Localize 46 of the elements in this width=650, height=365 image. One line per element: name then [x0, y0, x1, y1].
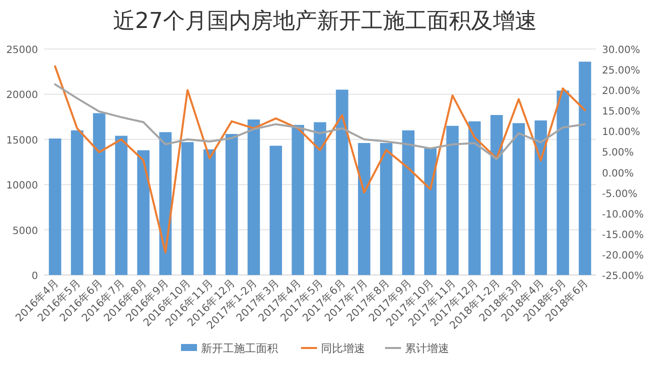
y2-tick-label: 15.00% — [602, 106, 640, 118]
y2-tick-label: 20.00% — [602, 86, 640, 98]
y2-tick-label: 0.00% — [602, 168, 634, 180]
bar — [70, 130, 84, 275]
bar — [93, 113, 106, 275]
legend-label: 同比增速 — [321, 342, 365, 355]
bar — [468, 121, 481, 275]
y-tick-label: 0 — [32, 271, 38, 282]
bar — [137, 150, 150, 275]
y2-tick-label: 25.00% — [602, 66, 640, 77]
bar — [402, 130, 415, 275]
chart-title: 近27个月国内房地产新开工施工面积及增速 — [113, 9, 537, 34]
y2-tick-label: 10.00% — [602, 127, 640, 138]
bar — [226, 134, 238, 275]
bar — [270, 146, 282, 275]
y-tick-label: 20000 — [6, 90, 38, 102]
y-tick-label: 10000 — [6, 180, 38, 192]
y2-tick-label: -5.00% — [602, 188, 638, 200]
bar — [248, 120, 260, 275]
bar — [446, 126, 459, 275]
y2-tick-label: 30.00% — [602, 45, 640, 56]
y2-tick-label: -25.00% — [602, 271, 644, 282]
legend-label: 新开工施工面积 — [201, 342, 278, 355]
bar — [358, 143, 370, 275]
bar — [336, 90, 348, 275]
bar — [380, 143, 392, 275]
bar — [48, 138, 62, 275]
bar — [424, 148, 437, 275]
bar — [556, 90, 570, 275]
y2-tick-label: 5.00% — [602, 148, 634, 159]
bar — [314, 122, 326, 275]
y2-tick-label: -15.00% — [602, 230, 644, 241]
bar — [292, 124, 304, 275]
bar — [534, 120, 547, 275]
bar — [115, 136, 128, 275]
y-tick-label: 15000 — [6, 135, 38, 146]
y2-tick-label: -20.00% — [602, 250, 644, 262]
bar — [512, 123, 525, 275]
bar — [578, 62, 592, 275]
bar — [181, 142, 194, 275]
legend-label: 累计增速 — [405, 342, 449, 355]
y-tick-label: 5000 — [12, 226, 38, 237]
y-tick-label: 25000 — [6, 45, 38, 56]
bar — [490, 114, 503, 275]
bar — [203, 149, 216, 275]
y2-tick-label: -10.00% — [602, 209, 644, 220]
